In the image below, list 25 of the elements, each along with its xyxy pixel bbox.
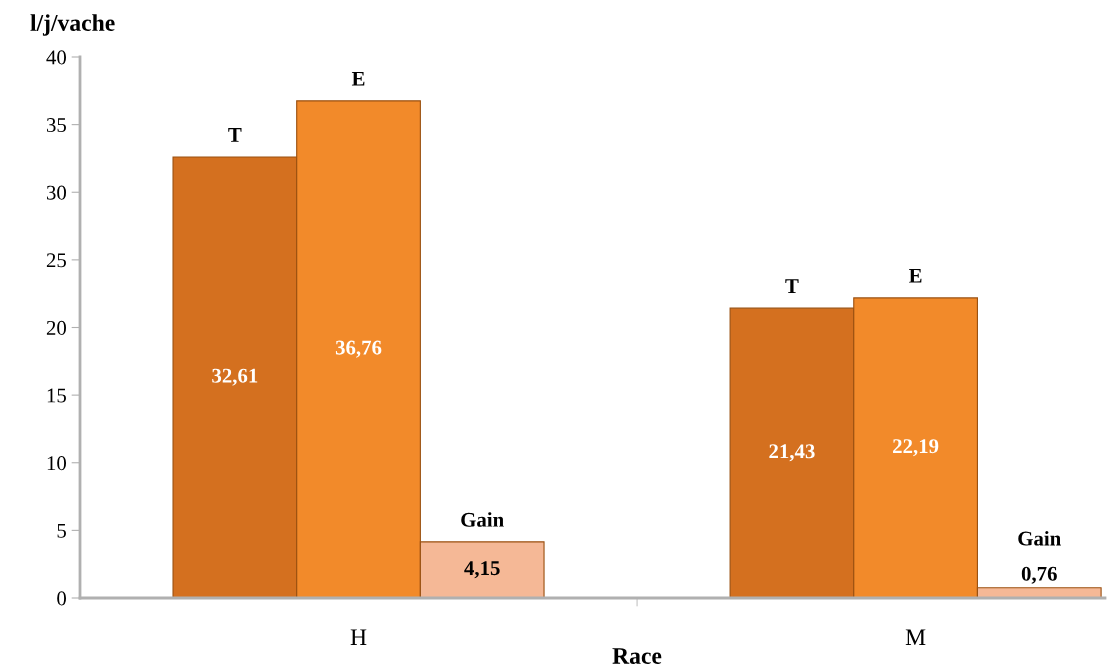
y-tick-label: 40 <box>46 50 67 65</box>
data-label: 0,76 <box>1021 566 1057 584</box>
y-axis-title: l/j/vache <box>30 14 115 36</box>
y-tick-label: 0 <box>57 591 67 606</box>
y-tick-label: 10 <box>47 456 67 471</box>
data-label: 32,61 <box>212 368 258 386</box>
y-tick-label: 15 <box>47 388 66 403</box>
y-tick-label: 35 <box>46 118 66 133</box>
text: E <box>909 268 922 283</box>
x-tick-label: M <box>905 629 926 645</box>
y-tick-label: 25 <box>46 253 66 268</box>
x-axis-title: Race <box>612 648 662 664</box>
data-label: 4,15 <box>464 561 500 579</box>
x-tick-label: H <box>350 629 367 645</box>
series-label: E <box>351 71 365 86</box>
series-label: Gain <box>461 512 504 527</box>
series-label: T <box>228 128 242 142</box>
data-label: 21,43 <box>769 444 815 462</box>
data-label: 22,19 <box>893 439 939 457</box>
y-tick-label: 5 <box>57 523 66 538</box>
y-tick-label: 30 <box>46 185 67 200</box>
text: T <box>785 279 799 293</box>
text: Gain <box>1018 530 1061 546</box>
y-tick-label: 20 <box>46 320 67 335</box>
data-label: 36,76 <box>335 340 382 358</box>
